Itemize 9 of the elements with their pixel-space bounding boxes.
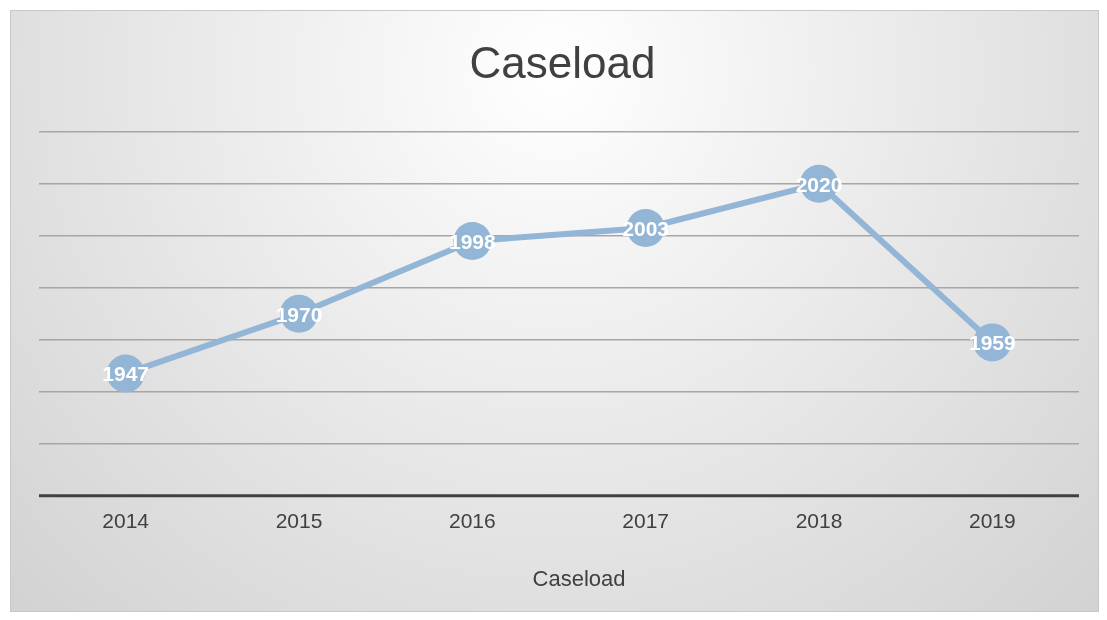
text: Caseload <box>532 566 626 592</box>
data-label: 1959 <box>968 331 1016 355</box>
x-tick-label: 2014 <box>102 509 150 533</box>
x-tick-label: 2016 <box>448 509 496 533</box>
chart-title: Caseload <box>469 37 656 87</box>
x-tick-label: 2017 <box>622 509 670 533</box>
x-tick-label: 2019 <box>968 509 1016 533</box>
x-tick-label: 2015 <box>275 509 323 533</box>
x-tick-label: 2018 <box>795 509 843 533</box>
